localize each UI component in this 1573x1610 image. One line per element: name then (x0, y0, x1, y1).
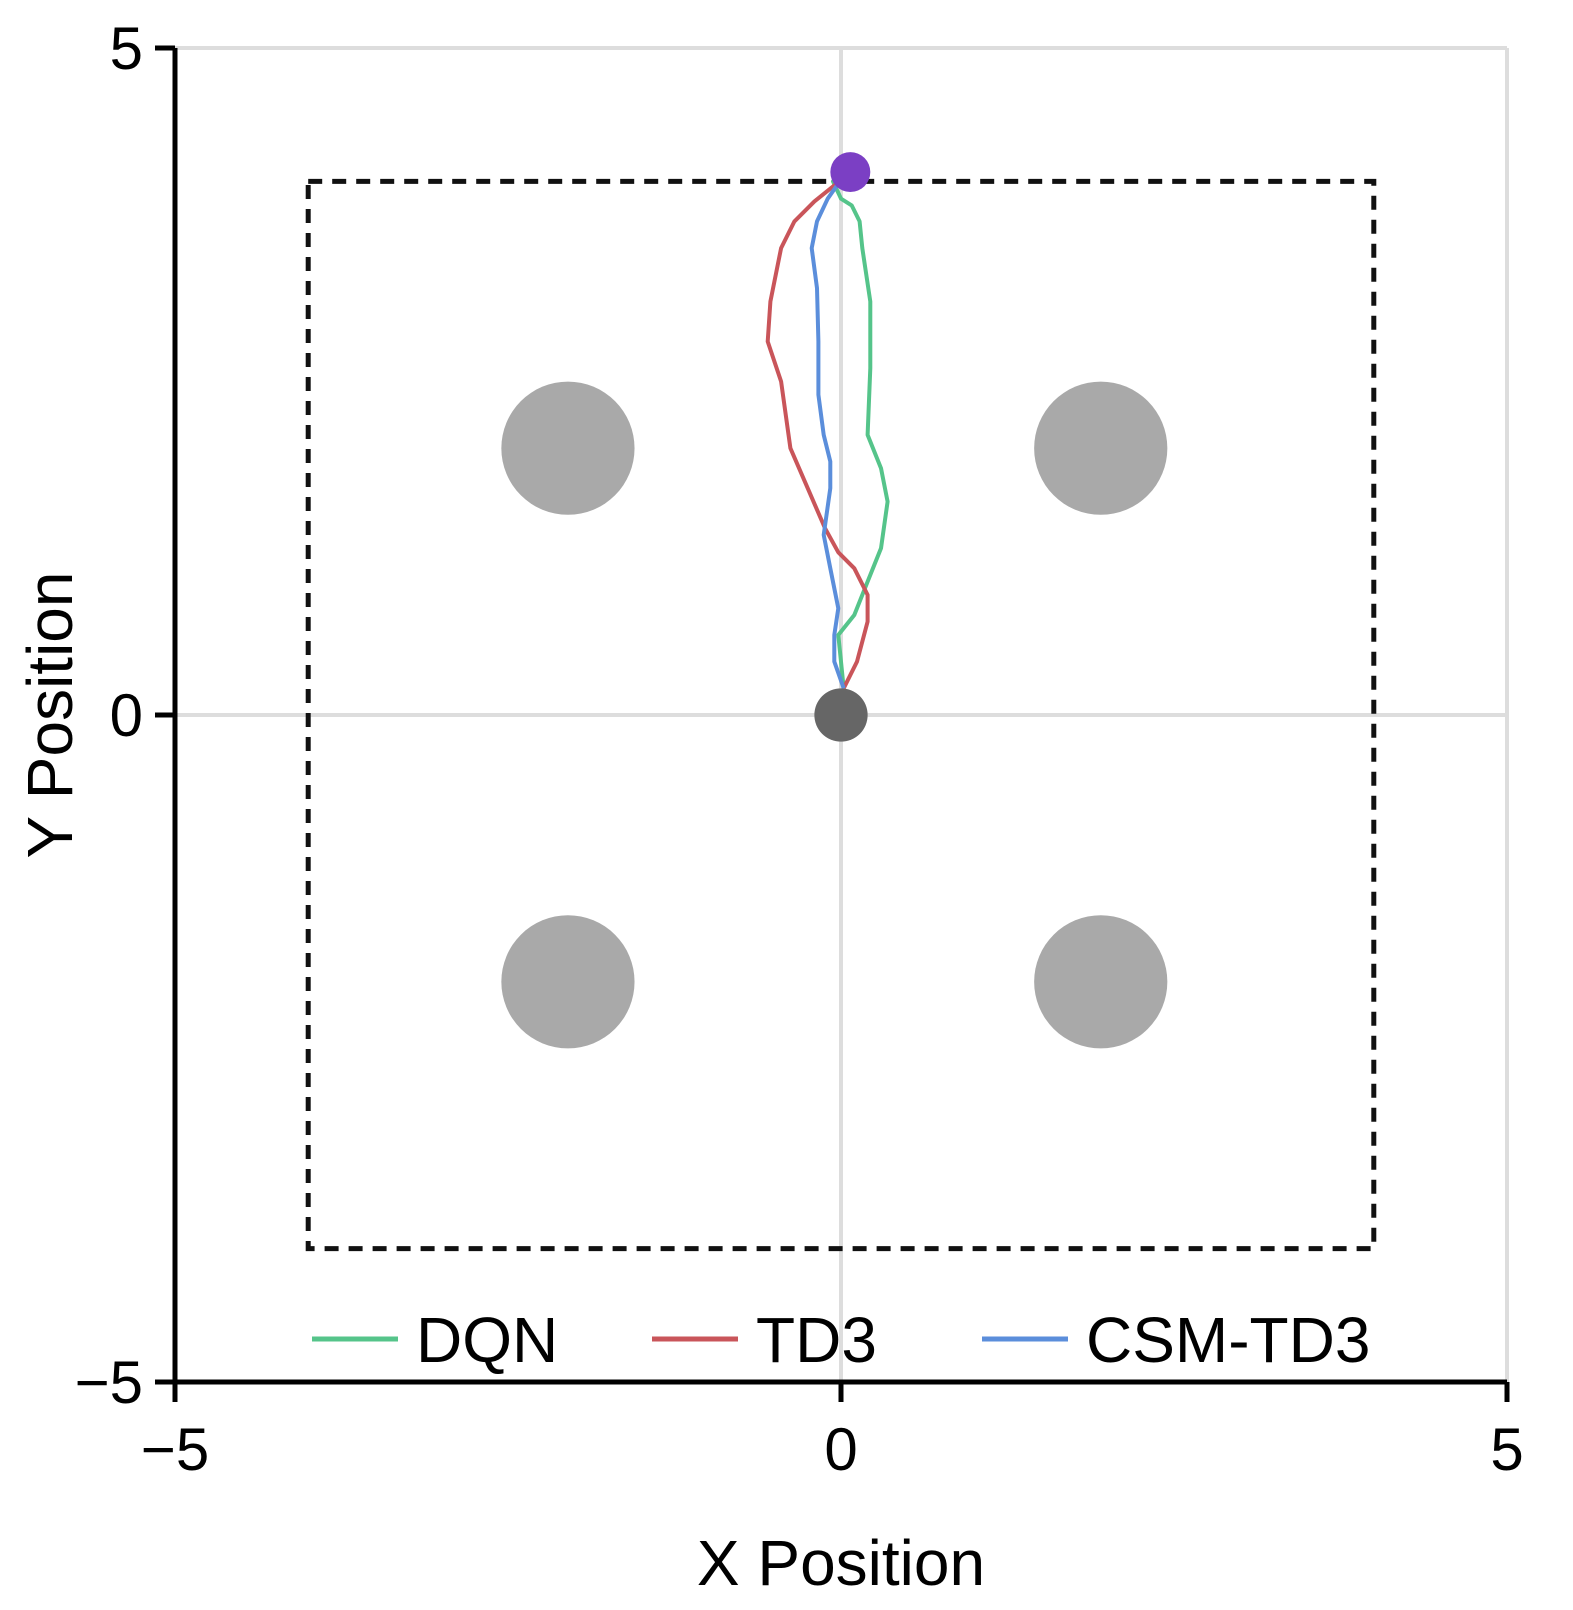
goal-marker (830, 152, 871, 193)
obstacle-layer (501, 381, 1168, 1049)
y-axis-label: Y Position (14, 572, 86, 859)
y-tick-label-2: 5 (110, 15, 143, 82)
obstacle-0 (501, 381, 635, 515)
legend-label-dqn: DQN (416, 1304, 558, 1376)
series-layer (765, 170, 890, 690)
x-axis-label: X Position (697, 1527, 985, 1599)
axes-layer: −5 0 5 −5 0 5 (75, 15, 1524, 1483)
series-line-dqn (831, 170, 890, 689)
obstacle-1 (1034, 381, 1168, 515)
marker-layer (814, 152, 871, 742)
x-tick-label-0: −5 (141, 1416, 209, 1483)
legend: DQN TD3 CSM-TD3 (312, 1304, 1370, 1376)
legend-label-td3: TD3 (756, 1304, 877, 1376)
legend-label-csm-td3: CSM-TD3 (1086, 1304, 1370, 1376)
start-marker (814, 688, 868, 742)
series-line-csm-td3 (809, 170, 851, 689)
x-tick-label-1: 0 (824, 1416, 857, 1483)
y-tick-label-0: −5 (75, 1349, 143, 1416)
obstacle-2 (501, 915, 635, 1049)
series-line-td3 (765, 170, 870, 690)
obstacle-3 (1034, 915, 1168, 1049)
y-tick-label-1: 0 (110, 682, 143, 749)
x-tick-label-2: 5 (1490, 1416, 1523, 1483)
